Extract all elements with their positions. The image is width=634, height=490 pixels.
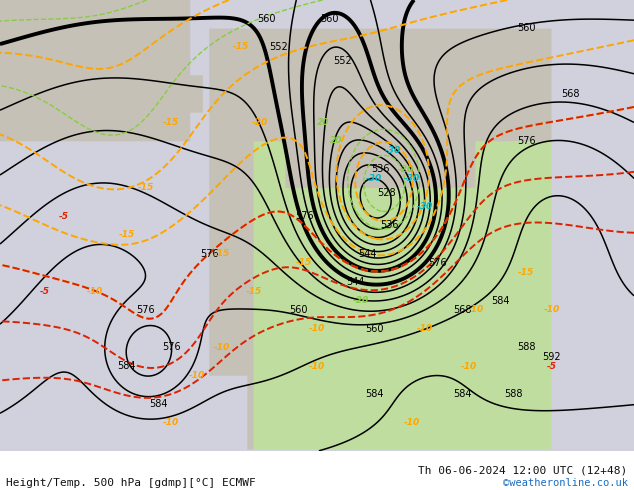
Text: 576: 576	[162, 343, 181, 352]
Text: Height/Temp. 500 hPa [gdmp][°C] ECMWF: Height/Temp. 500 hPa [gdmp][°C] ECMWF	[6, 478, 256, 488]
Text: 584: 584	[365, 390, 384, 399]
Text: 544: 544	[346, 277, 365, 287]
Text: -30: -30	[366, 174, 382, 183]
Text: 576: 576	[428, 258, 447, 268]
Text: -15: -15	[163, 118, 179, 126]
Text: 560: 560	[257, 14, 276, 24]
Text: 576: 576	[200, 248, 219, 259]
Text: 588: 588	[504, 390, 523, 399]
Text: -15: -15	[296, 258, 313, 268]
Text: 560: 560	[517, 23, 536, 33]
Text: 560: 560	[365, 324, 384, 334]
Text: 576: 576	[517, 136, 536, 146]
Text: -10: -10	[543, 305, 560, 315]
Text: 584: 584	[491, 295, 510, 306]
Text: 560: 560	[320, 14, 339, 24]
Text: 584: 584	[117, 361, 136, 371]
Text: 544: 544	[358, 248, 377, 259]
Text: 576: 576	[295, 211, 314, 221]
Text: -5: -5	[58, 212, 68, 220]
Text: -10: -10	[467, 305, 484, 315]
Text: 592: 592	[542, 352, 561, 362]
Text: -20: -20	[398, 165, 414, 173]
Text: -20: -20	[252, 118, 268, 126]
Text: 536: 536	[380, 220, 399, 230]
Text: -10: -10	[87, 287, 103, 295]
Text: 588: 588	[517, 343, 536, 352]
Text: 20: 20	[330, 136, 342, 146]
Text: -15: -15	[138, 183, 154, 193]
Text: 536: 536	[371, 164, 390, 174]
Text: -10: -10	[404, 418, 420, 427]
Text: -10: -10	[309, 362, 325, 371]
Text: -15: -15	[245, 287, 262, 295]
Text: 20: 20	[317, 118, 330, 126]
Text: -10: -10	[188, 371, 205, 380]
Text: -5: -5	[547, 362, 557, 371]
Text: -30: -30	[385, 146, 401, 155]
Text: 552: 552	[333, 56, 352, 66]
Text: -15: -15	[214, 249, 230, 258]
Text: 576: 576	[136, 305, 155, 315]
Text: 584: 584	[149, 399, 168, 409]
Text: -10: -10	[214, 343, 230, 352]
Text: -10: -10	[461, 362, 477, 371]
Text: -5: -5	[39, 287, 49, 295]
Text: 568: 568	[561, 89, 580, 99]
Text: -15: -15	[233, 43, 249, 51]
Text: -30: -30	[404, 174, 420, 183]
Text: 560: 560	[288, 305, 307, 315]
Text: ©weatheronline.co.uk: ©weatheronline.co.uk	[503, 478, 628, 488]
Text: 552: 552	[269, 42, 288, 52]
Text: 584: 584	[453, 390, 472, 399]
Text: 528: 528	[377, 188, 396, 197]
Text: -15: -15	[119, 230, 135, 239]
Text: -30: -30	[417, 202, 433, 211]
Text: 568: 568	[453, 305, 472, 315]
Text: Th 06-06-2024 12:00 UTC (12+48): Th 06-06-2024 12:00 UTC (12+48)	[418, 466, 628, 475]
Text: -20: -20	[353, 296, 370, 305]
Text: -10: -10	[417, 324, 433, 333]
Text: -10: -10	[163, 418, 179, 427]
Text: -15: -15	[518, 268, 534, 277]
Text: -10: -10	[309, 324, 325, 333]
